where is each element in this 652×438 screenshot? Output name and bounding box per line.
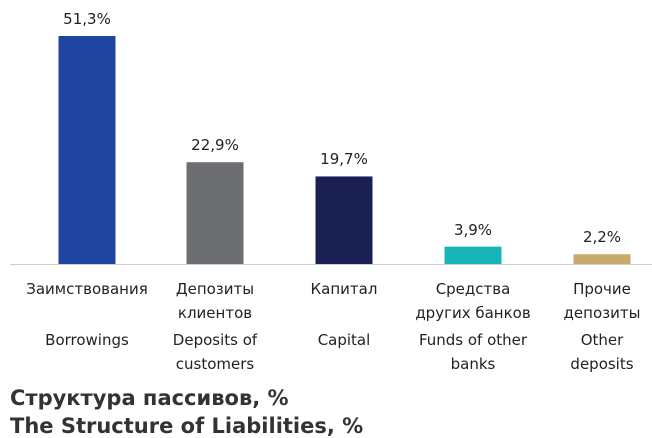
category-label: Капитал bbox=[310, 280, 378, 298]
bar bbox=[573, 254, 631, 264]
bar bbox=[315, 176, 373, 264]
bar bbox=[186, 162, 244, 264]
value-label: 19,7% bbox=[320, 150, 368, 169]
category-label: Средства других банков bbox=[415, 280, 531, 322]
category-label-en: Deposits of customers bbox=[172, 331, 258, 373]
category-label-en: Borrowings bbox=[45, 331, 129, 349]
value-label: 51,3% bbox=[63, 10, 111, 28]
category-label-en: Capital bbox=[317, 331, 371, 349]
bar bbox=[444, 246, 502, 264]
chart-title: Структура пассивов, % bbox=[10, 386, 289, 410]
category-label-en: Other deposits bbox=[570, 331, 634, 373]
value-label: 3,9% bbox=[453, 220, 493, 239]
value-label: 22,9% bbox=[191, 136, 239, 155]
category-label: Депозиты клиентов bbox=[175, 280, 255, 322]
category-label: Заимствования bbox=[26, 280, 148, 298]
category-label-en: Funds of other banks bbox=[418, 331, 528, 373]
category-label: Прочие депозиты bbox=[563, 280, 641, 322]
chart-subtitle: The Structure of Liabilities, % bbox=[10, 414, 364, 438]
value-label: 2,2% bbox=[582, 228, 622, 247]
bar bbox=[58, 36, 116, 264]
